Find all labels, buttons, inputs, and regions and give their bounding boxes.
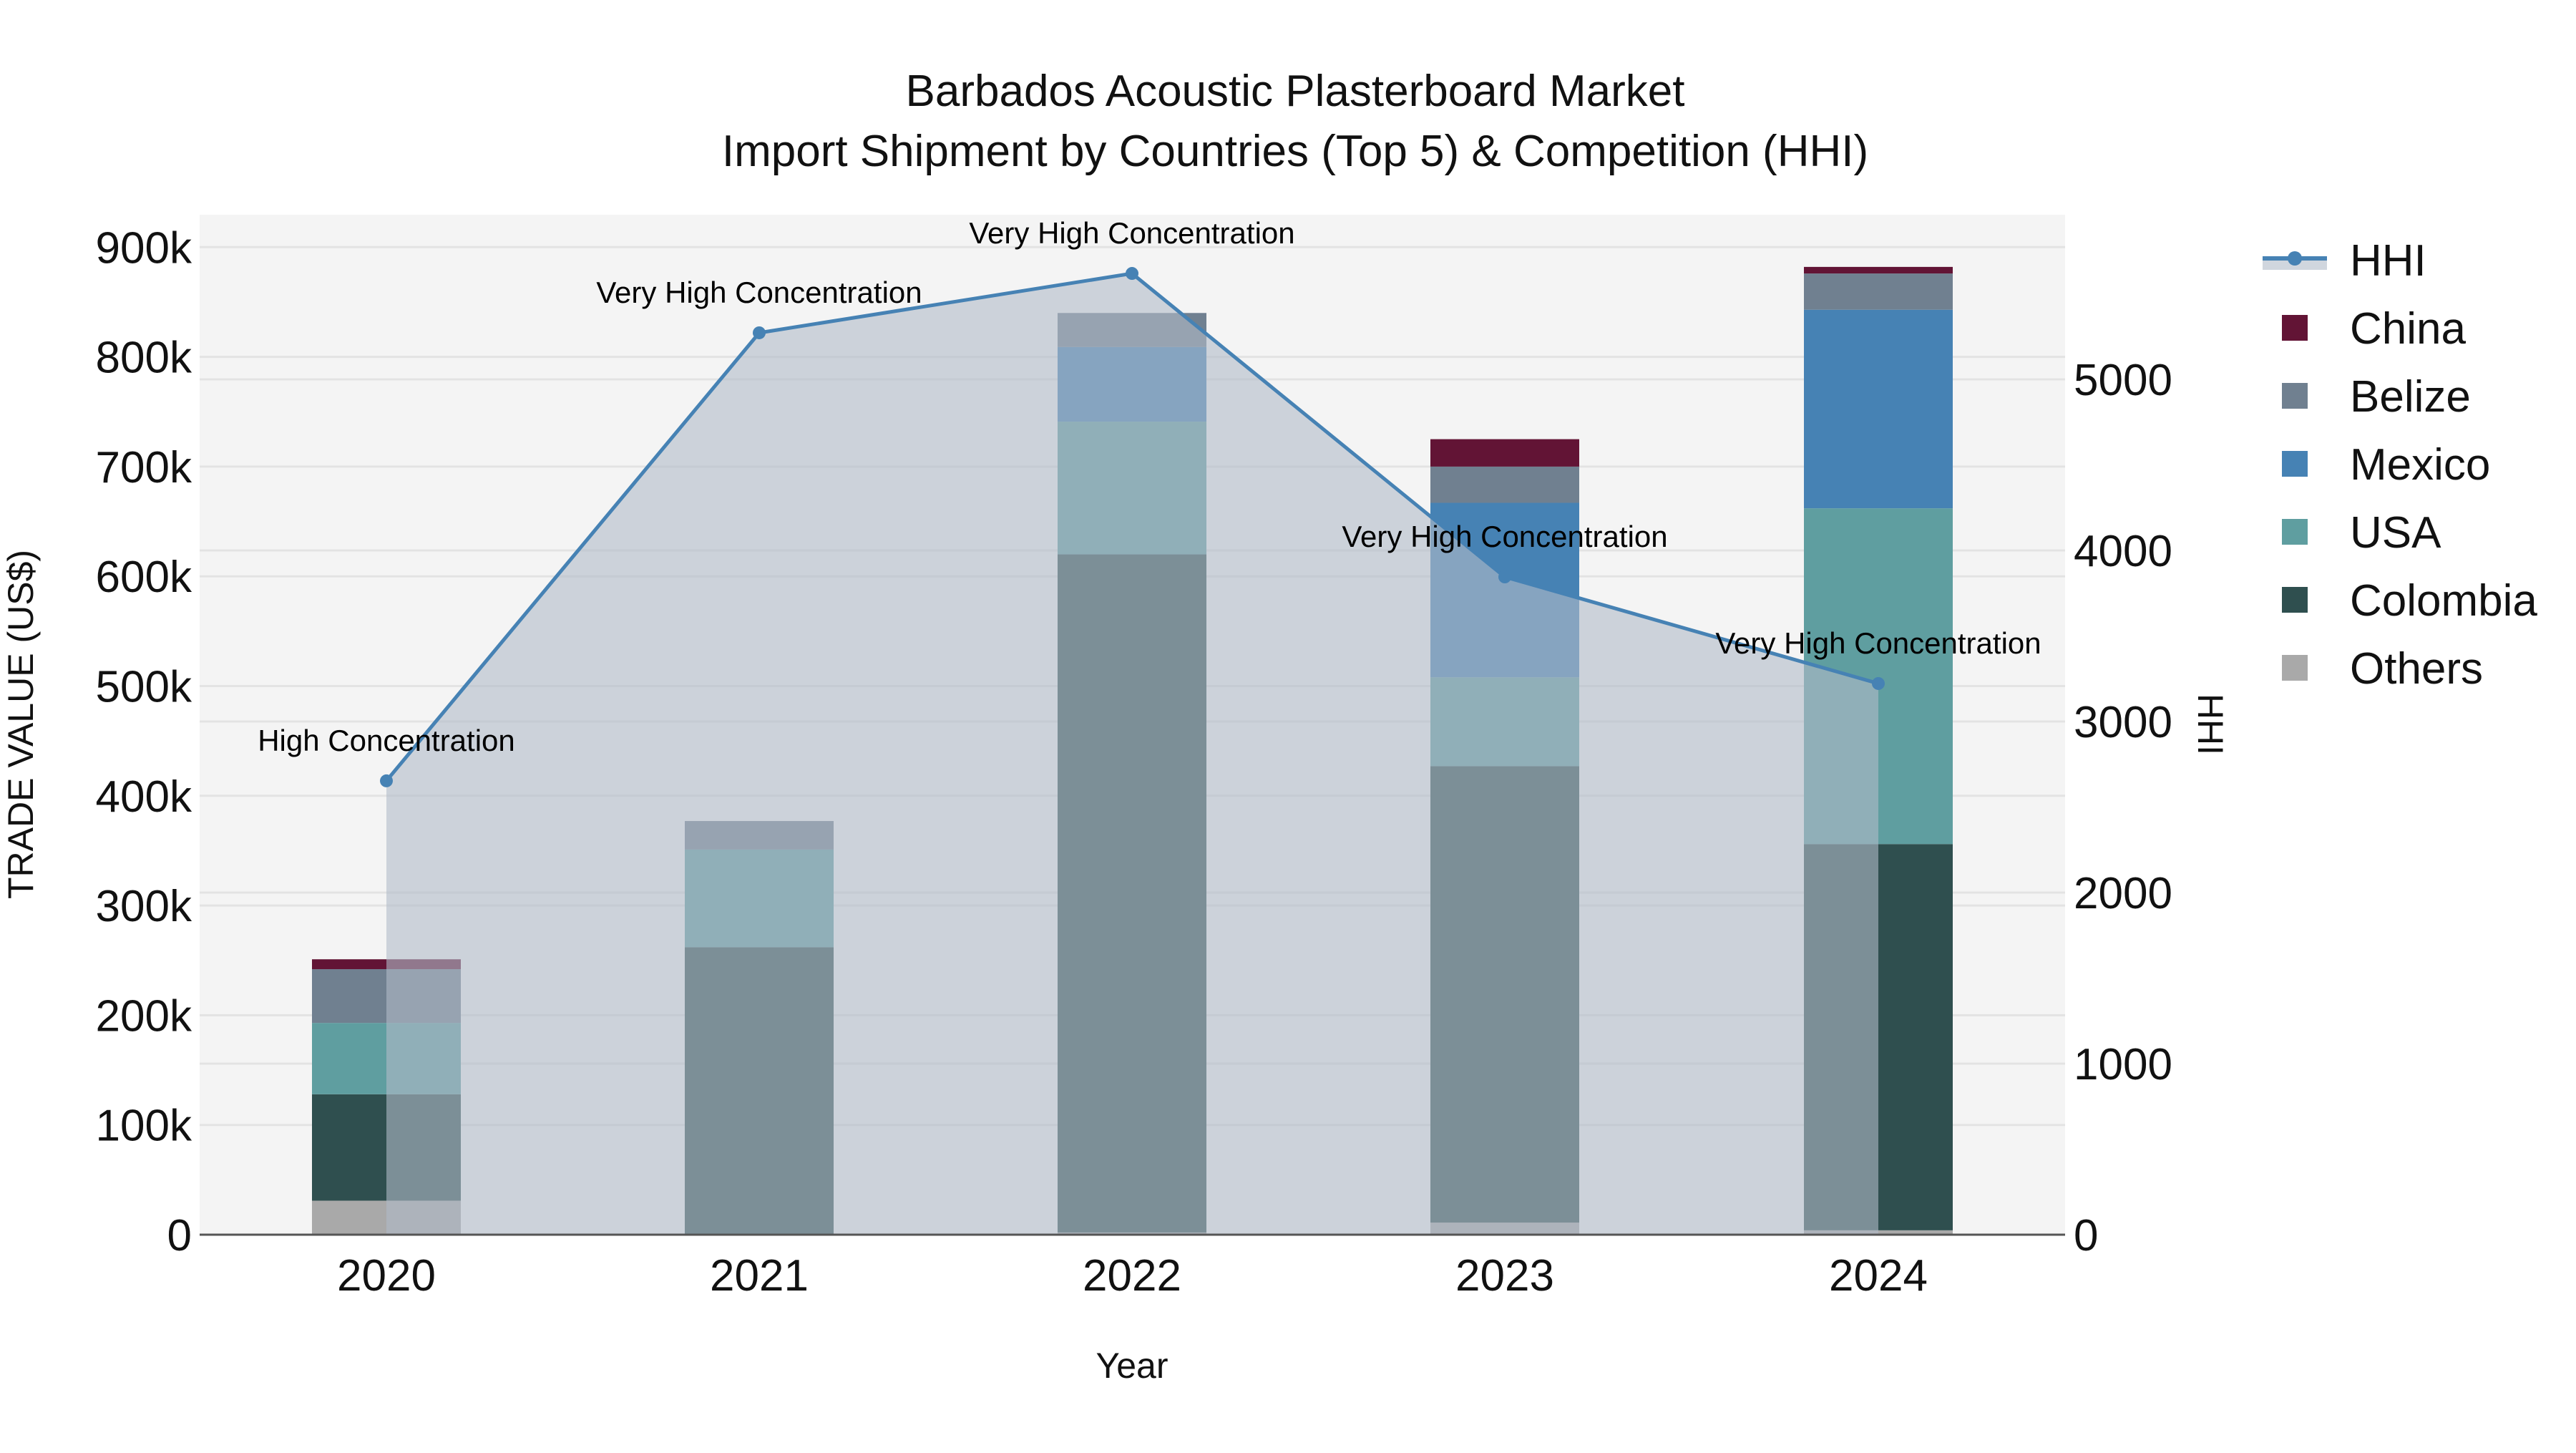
hhi-area-fill bbox=[386, 273, 1878, 1235]
y-left-tick-label: 700k bbox=[96, 443, 192, 492]
y-left-axis-ticks: 0 100k 200k 300k 400k 500k 600k 700k 800k 900k bbox=[96, 223, 192, 1260]
legend-label: HHI bbox=[2350, 236, 2426, 286]
hhi-annotation: Very High Concentration bbox=[969, 216, 1294, 250]
y-left-axis-title: TRADE VALUE (US$) bbox=[1, 550, 41, 899]
x-tick-label: 2022 bbox=[1083, 1251, 1181, 1301]
legend-swatch-icon bbox=[2282, 519, 2308, 545]
legend-swatch-icon bbox=[2282, 587, 2308, 613]
legend-item-usa[interactable]: USA bbox=[2282, 508, 2441, 558]
hhi-marker bbox=[1126, 267, 1138, 281]
hhi-line bbox=[380, 267, 1885, 787]
y-left-tick-label: 600k bbox=[96, 553, 192, 602]
bar-segment-belize bbox=[1804, 273, 1953, 310]
y-left-tick-label: 100k bbox=[96, 1102, 192, 1151]
hhi-annotation: Very High Concentration bbox=[1342, 520, 1667, 553]
legend-label: Colombia bbox=[2350, 576, 2537, 626]
legend-item-china[interactable]: China bbox=[2282, 304, 2467, 354]
legend-label: Mexico bbox=[2350, 440, 2490, 490]
x-axis-ticks: 2020 2021 2022 2023 2024 bbox=[337, 1251, 1928, 1301]
y-right-tick-label: 0 bbox=[2074, 1211, 2098, 1260]
bar-segment-belize bbox=[1430, 466, 1579, 503]
y-left-tick-label: 300k bbox=[96, 882, 192, 931]
legend: HHI China Belize Mexico USA Colombia Others bbox=[2263, 236, 2537, 694]
legend-item-colombia[interactable]: Colombia bbox=[2282, 576, 2537, 626]
x-tick-label: 2024 bbox=[1829, 1251, 1928, 1301]
legend-label: China bbox=[2350, 304, 2467, 354]
y-left-tick-label: 900k bbox=[96, 223, 192, 273]
y-right-tick-label: 3000 bbox=[2074, 698, 2172, 747]
legend-swatch-icon bbox=[2282, 315, 2308, 341]
legend-item-mexico[interactable]: Mexico bbox=[2282, 440, 2490, 490]
bar-segment-china bbox=[1804, 266, 1953, 274]
hhi-fill-area bbox=[386, 273, 1878, 1235]
y-left-tick-label: 200k bbox=[96, 991, 192, 1041]
bar-segment-mexico bbox=[1804, 309, 1953, 509]
y-left-tick-label: 500k bbox=[96, 663, 192, 712]
legend-swatch-icon bbox=[2282, 383, 2308, 409]
y-left-tick-label: 800k bbox=[96, 334, 192, 383]
legend-item-others[interactable]: Others bbox=[2282, 644, 2483, 694]
legend-item-belize[interactable]: Belize bbox=[2282, 372, 2471, 422]
legend-label: Others bbox=[2350, 644, 2483, 694]
chart-title-line2: Import Shipment by Countries (Top 5) & C… bbox=[722, 127, 1868, 176]
y-right-axis-ticks: 0 1000 2000 3000 4000 5000 bbox=[2074, 356, 2172, 1260]
y-right-tick-label: 4000 bbox=[2074, 527, 2172, 576]
y-left-tick-label: 400k bbox=[96, 772, 192, 822]
legend-item-hhi[interactable]: HHI bbox=[2263, 236, 2426, 286]
legend-swatch-icon bbox=[2282, 451, 2308, 477]
legend-label: USA bbox=[2350, 508, 2441, 558]
y-right-axis-title: HHI bbox=[2190, 694, 2230, 755]
x-tick-label: 2023 bbox=[1455, 1251, 1554, 1301]
hhi-annotation: High Concentration bbox=[258, 724, 515, 757]
x-tick-label: 2021 bbox=[710, 1251, 809, 1301]
hhi-marker bbox=[1872, 676, 1885, 690]
hhi-marker bbox=[1498, 570, 1511, 584]
x-tick-label: 2020 bbox=[337, 1251, 436, 1301]
y-left-tick-label: 0 bbox=[167, 1211, 192, 1260]
legend-label: Belize bbox=[2350, 372, 2471, 422]
hhi-marker bbox=[380, 774, 393, 787]
hhi-annotations: High Concentration Very High Concentratio… bbox=[258, 216, 2041, 757]
x-axis-title: Year bbox=[1096, 1346, 1168, 1386]
y-right-tick-label: 1000 bbox=[2074, 1040, 2172, 1089]
bar-segment-china bbox=[1430, 439, 1579, 467]
hhi-annotation: Very High Concentration bbox=[596, 276, 922, 309]
y-right-tick-label: 2000 bbox=[2074, 869, 2172, 918]
legend-hhi-marker-icon bbox=[2288, 251, 2302, 266]
hhi-annotation: Very High Concentration bbox=[1715, 626, 2041, 660]
legend-swatch-icon bbox=[2282, 655, 2308, 681]
y-right-tick-label: 5000 bbox=[2074, 356, 2172, 405]
chart-title-line1: Barbados Acoustic Plasterboard Market bbox=[906, 67, 1685, 116]
hhi-marker bbox=[753, 326, 766, 339]
